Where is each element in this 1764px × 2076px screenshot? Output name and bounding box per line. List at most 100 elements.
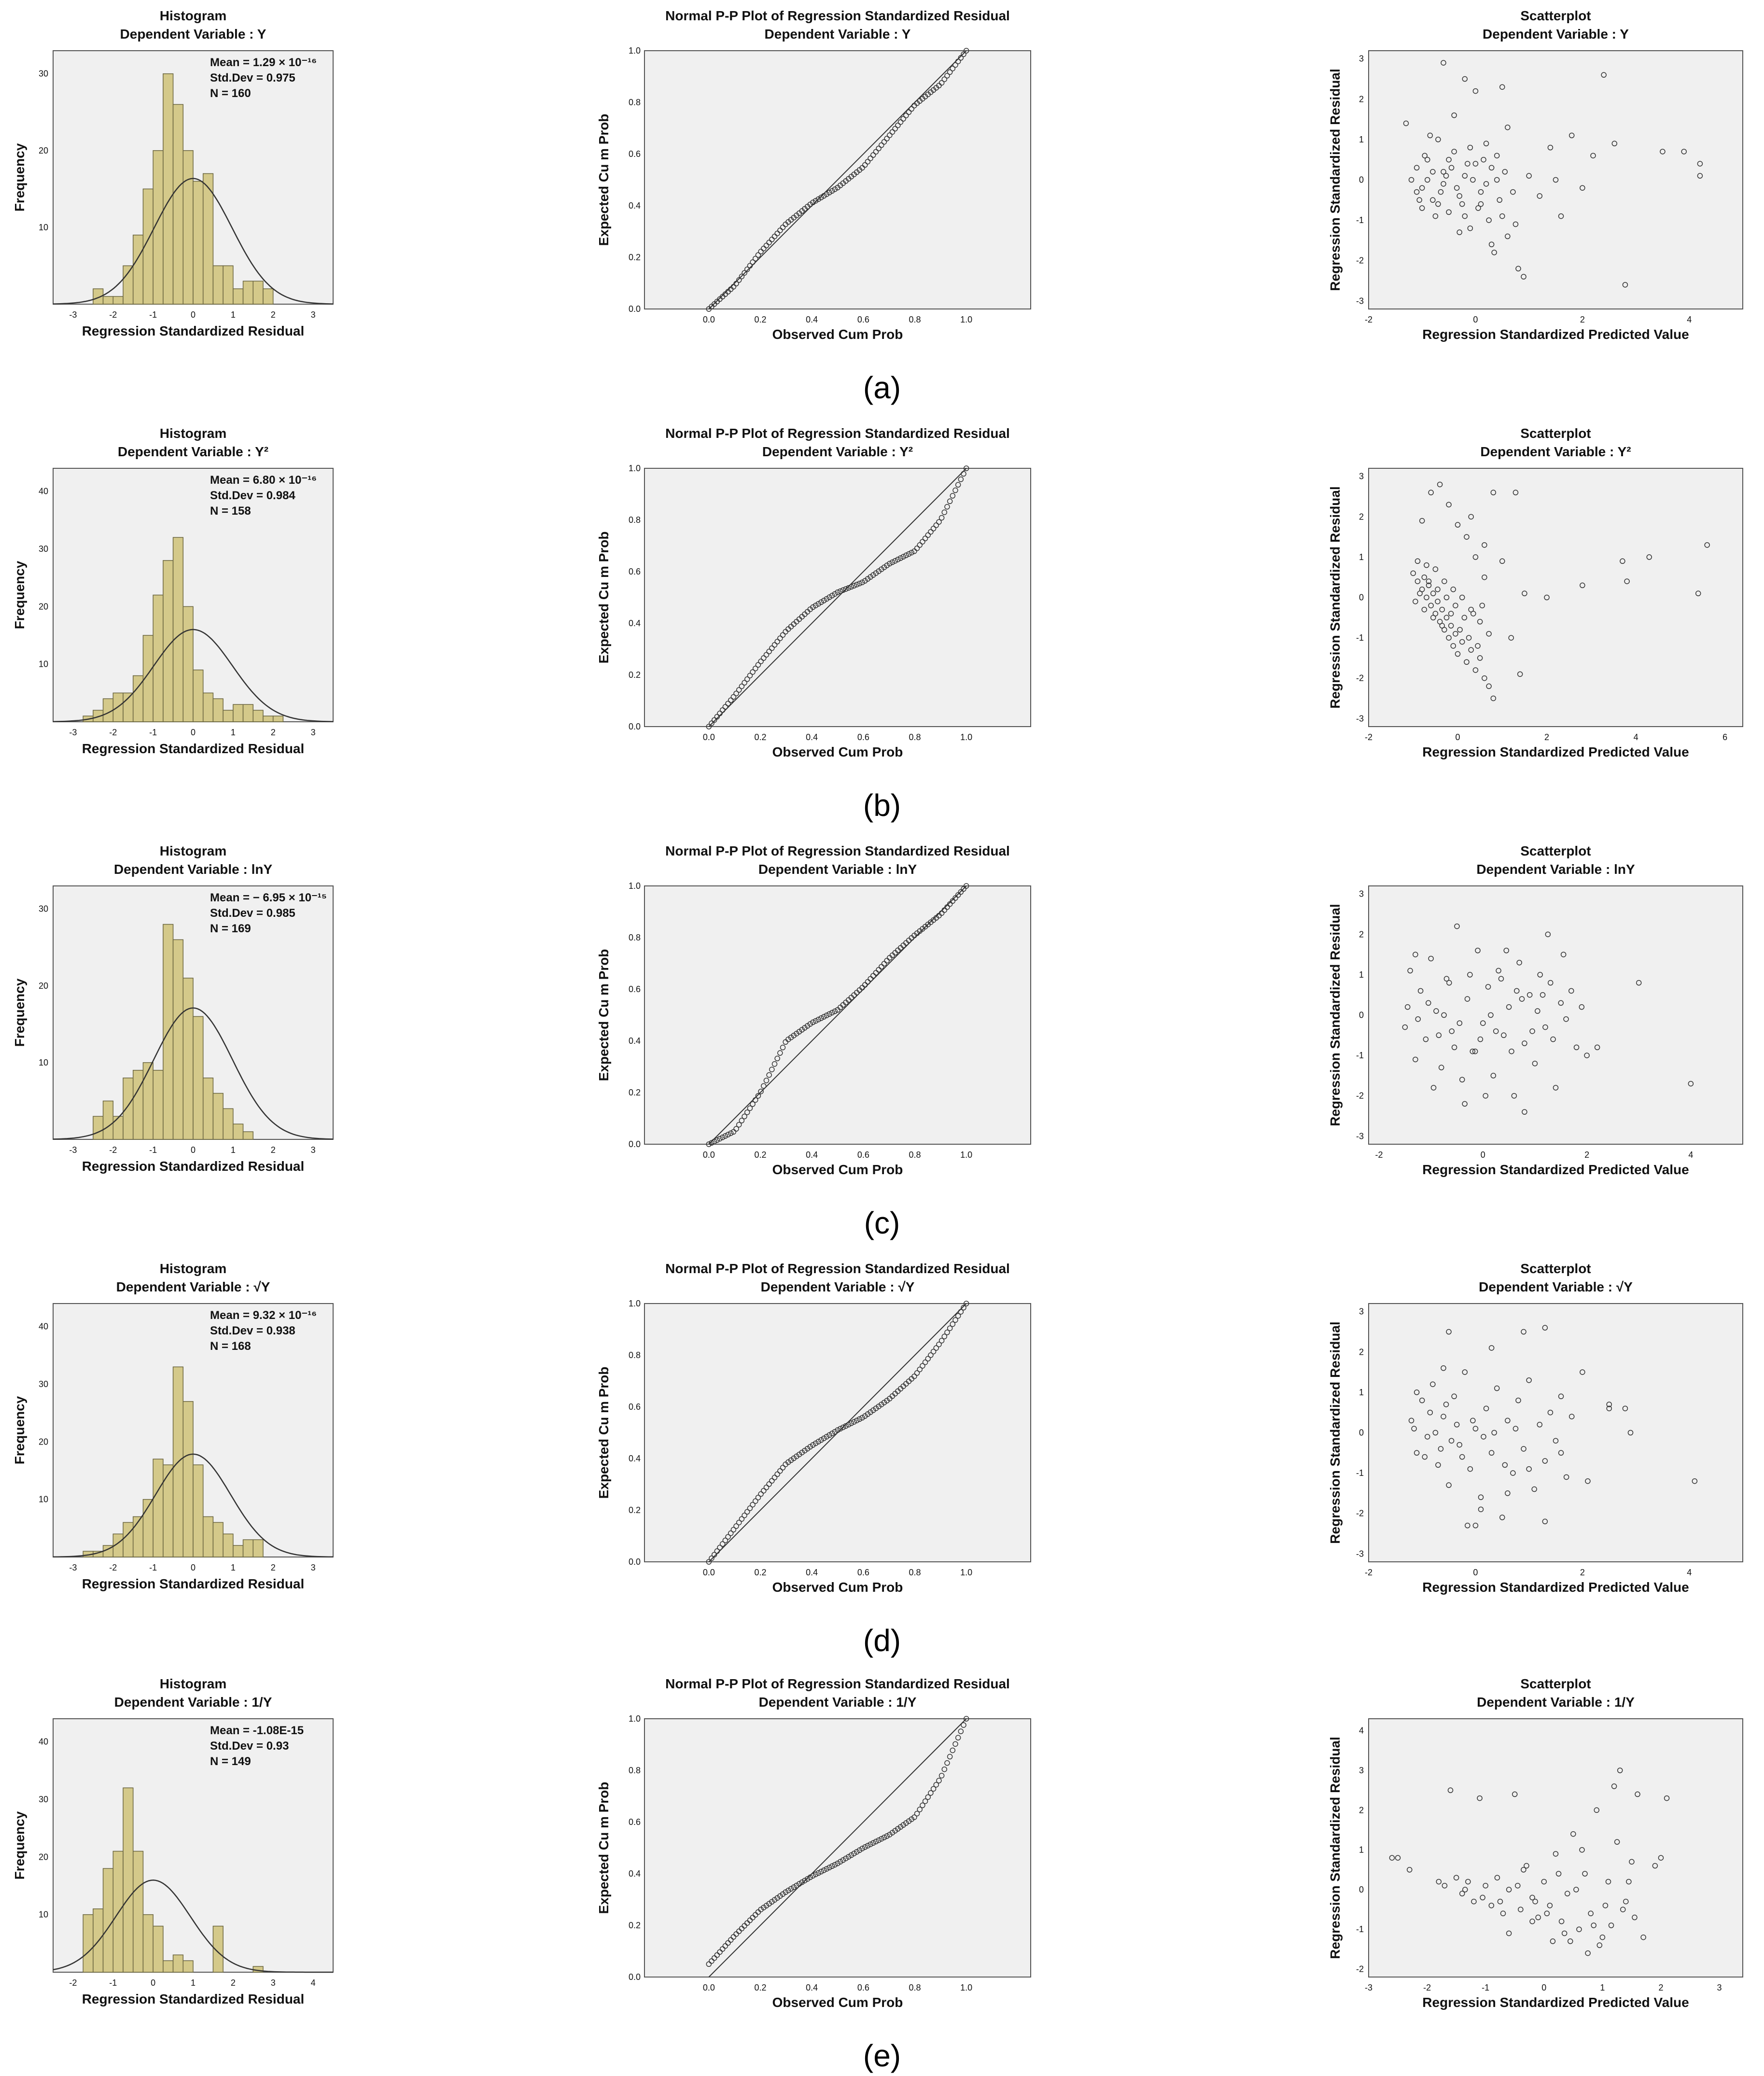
b-pp-point xyxy=(941,509,948,515)
c-scatter-point xyxy=(1470,1048,1476,1054)
a-scatter-point xyxy=(1568,132,1575,139)
c-scatter-point xyxy=(1456,1020,1463,1026)
c-scatter-point xyxy=(1490,1073,1497,1079)
c-scatter-point xyxy=(1480,1020,1486,1026)
e-scatter-point xyxy=(1608,1922,1614,1928)
d-scatter-xtick: 2 xyxy=(1580,1568,1585,1577)
a-pp-point xyxy=(889,129,896,135)
d-hist-xlabel: Regression Standardized Residual xyxy=(82,1576,305,1591)
d-pp-ytick: 1.0 xyxy=(629,1299,641,1308)
d-pp-point xyxy=(758,1491,764,1497)
e-scatter-point xyxy=(1521,1867,1526,1873)
e-pp-point xyxy=(906,1818,912,1824)
c-hist-legend-line: Std.Dev = 0.985 xyxy=(210,907,295,920)
e-pp-point xyxy=(909,1816,914,1822)
e-hist-legend-line: Std.Dev = 0.93 xyxy=(210,1739,289,1753)
c-pp-point xyxy=(791,1033,797,1038)
a-pp-point xyxy=(884,136,890,141)
d-scatter-point xyxy=(1622,1405,1628,1412)
e-pp-point xyxy=(780,1891,786,1897)
a-hist-xtick: -1 xyxy=(149,310,157,320)
b-pp-point xyxy=(862,578,868,584)
c-scatter-point xyxy=(1506,1004,1512,1010)
c-hist-ytick: 20 xyxy=(39,981,48,991)
b-scatter-point xyxy=(1695,590,1701,596)
d-pp-point xyxy=(763,1485,770,1490)
e-scatter-point xyxy=(1465,1879,1471,1885)
d-scatter-point xyxy=(1454,1422,1460,1428)
c-scatter-ytick: 0 xyxy=(1359,1010,1364,1020)
d-pp-point xyxy=(840,1424,846,1431)
a-hist-xtick: 3 xyxy=(311,310,316,320)
b-pp-ylabel: Expected Cu m Prob xyxy=(596,532,611,664)
e-pp-ytick: 0.6 xyxy=(629,1817,641,1827)
e-pp-point xyxy=(771,1897,778,1903)
c-scatter-point xyxy=(1493,1028,1499,1034)
e-scatter-ytick: 1 xyxy=(1359,1845,1364,1855)
e-pp-point xyxy=(851,1851,857,1856)
b-pp-point xyxy=(717,710,723,716)
d-pp-point xyxy=(955,1313,961,1319)
d-scatter-plot-area xyxy=(1368,1303,1743,1562)
e-hist-ytick: 20 xyxy=(39,1852,48,1862)
a-pp-point xyxy=(777,227,783,233)
b-scatter-point xyxy=(1466,635,1472,641)
c-hist-xtick: 0 xyxy=(191,1145,196,1155)
b-pp-point xyxy=(906,551,912,557)
b-hist-title: Histogram xyxy=(160,426,226,441)
e-pp-point xyxy=(895,1826,901,1832)
b-pp-point xyxy=(818,599,824,605)
b-pp-xtick: 0.0 xyxy=(703,732,715,742)
b-scatter-point xyxy=(1544,594,1550,601)
a-scatter-point xyxy=(1414,165,1420,171)
d-hist-xtick: 0 xyxy=(191,1563,196,1572)
e-pp-point xyxy=(725,1940,731,1946)
b-pp-point xyxy=(856,580,863,587)
e-pp-point xyxy=(947,1753,953,1760)
b-scatter-point xyxy=(1486,631,1492,637)
d-scatter-point xyxy=(1502,1462,1508,1468)
b-scatter-point xyxy=(1426,582,1432,589)
a-scatter-point xyxy=(1467,225,1473,231)
a-scatter-point xyxy=(1478,189,1484,195)
e-pp-point xyxy=(761,1905,767,1910)
a-pp-point xyxy=(903,112,909,118)
c-scatter-ytick: -3 xyxy=(1356,1131,1364,1141)
d-pp-point xyxy=(933,1345,939,1351)
e-pp-point xyxy=(777,1893,783,1899)
a-pp-point xyxy=(812,198,819,204)
d-pp-point xyxy=(739,1516,745,1522)
d-hist-bar xyxy=(252,1539,264,1557)
a-hist-legend-line: Std.Dev = 0.975 xyxy=(210,71,295,84)
d-scatter-point xyxy=(1531,1486,1537,1492)
b-scatter-point xyxy=(1482,542,1487,548)
c-pp-point xyxy=(780,1044,786,1051)
b-scatter-point xyxy=(1704,542,1710,548)
e-pp-ytick: 0.2 xyxy=(629,1921,641,1930)
d-pp-point xyxy=(777,1468,783,1474)
c-pp-ylabel: Expected Cu m Prob xyxy=(596,949,611,1081)
e-scatter-xtick: 2 xyxy=(1658,1983,1663,1992)
c-scatter-point xyxy=(1594,1044,1600,1051)
e-pp-point xyxy=(763,1903,770,1908)
a-pp-point xyxy=(829,188,835,194)
c-hist-ytick: 30 xyxy=(39,904,48,914)
c-scatter-point xyxy=(1688,1080,1694,1087)
a-scatter-point xyxy=(1526,173,1532,179)
c-scatter-point xyxy=(1522,1109,1527,1115)
e-scatter-point xyxy=(1395,1855,1401,1861)
b-pp-point xyxy=(832,591,838,597)
b-pp-point xyxy=(780,632,786,638)
b-pp-xlabel: Observed Cum Prob xyxy=(772,744,903,759)
a-scatter-xlabel: Regression Standardized Predicted Value xyxy=(1422,327,1689,342)
c-pp-point xyxy=(706,1141,712,1147)
c-hist-legend-line: Mean = − 6.95 × 10⁻¹⁵ xyxy=(210,891,327,904)
a-pp-point xyxy=(774,230,780,237)
a-pp-point xyxy=(824,191,830,197)
a-scatter-xtick: 0 xyxy=(1473,315,1478,324)
b-scatter-point xyxy=(1479,603,1485,608)
d-pp-point xyxy=(802,1447,808,1454)
c-scatter-point xyxy=(1483,1093,1488,1099)
d-scatter-title: Scatterplot xyxy=(1520,1261,1591,1276)
d-pp-point xyxy=(856,1416,863,1422)
